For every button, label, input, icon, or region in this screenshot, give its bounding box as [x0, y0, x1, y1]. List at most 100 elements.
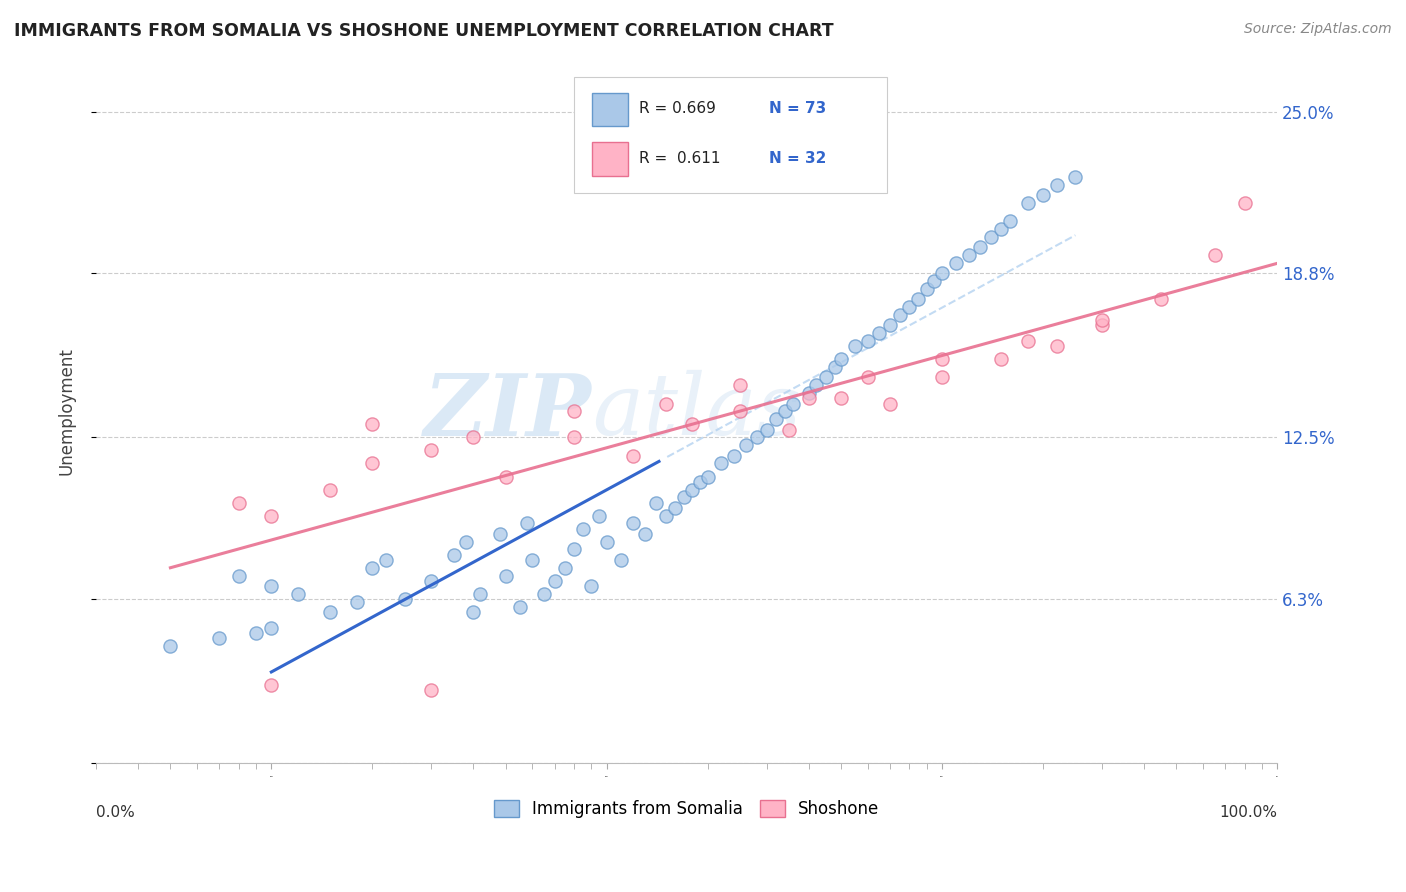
Point: [980, 229, 1002, 244]
Point: [1150, 293, 1173, 307]
Point: [1017, 195, 1039, 210]
Point: [765, 412, 787, 426]
Point: [588, 508, 610, 523]
Point: [898, 300, 921, 314]
FancyBboxPatch shape: [592, 142, 627, 176]
Point: [621, 449, 644, 463]
Point: [463, 605, 485, 619]
Point: [728, 404, 751, 418]
Point: [1046, 339, 1069, 353]
Point: [375, 553, 398, 567]
Point: [509, 599, 531, 614]
Point: [745, 430, 768, 444]
Point: [755, 423, 778, 437]
Point: [681, 417, 703, 432]
Point: [488, 526, 510, 541]
Point: [420, 683, 443, 698]
Point: [879, 396, 901, 410]
Point: [443, 548, 465, 562]
Text: R =  0.611: R = 0.611: [640, 151, 721, 166]
Point: [420, 443, 443, 458]
Point: [562, 430, 585, 444]
Point: [689, 475, 711, 489]
Point: [1064, 169, 1087, 184]
Point: [208, 631, 231, 645]
Point: [907, 293, 929, 307]
Point: [634, 526, 657, 541]
Point: [990, 222, 1012, 236]
FancyBboxPatch shape: [575, 78, 887, 194]
Point: [361, 417, 384, 432]
Point: [879, 318, 901, 333]
Point: [245, 625, 267, 640]
Point: [830, 392, 852, 406]
Point: [562, 542, 585, 557]
Point: [969, 240, 991, 254]
Point: [463, 430, 485, 444]
Point: [797, 386, 820, 401]
Point: [319, 605, 342, 619]
Text: Source: ZipAtlas.com: Source: ZipAtlas.com: [1244, 22, 1392, 37]
Point: [287, 587, 309, 601]
Point: [522, 553, 544, 567]
Point: [454, 534, 477, 549]
Point: [844, 339, 866, 353]
Point: [495, 568, 517, 582]
Point: [644, 495, 666, 509]
Point: [728, 378, 751, 392]
Point: [260, 621, 283, 635]
Point: [533, 587, 555, 601]
Point: [562, 404, 585, 418]
Point: [621, 516, 644, 531]
Point: [931, 370, 953, 384]
Point: [710, 457, 733, 471]
Point: [931, 352, 953, 367]
Point: [595, 534, 617, 549]
Point: [830, 352, 852, 367]
Text: atlas: atlas: [592, 370, 801, 453]
Point: [664, 500, 686, 515]
Point: [1032, 188, 1054, 202]
Point: [931, 266, 953, 280]
Point: [654, 396, 676, 410]
Point: [889, 308, 911, 322]
Point: [824, 360, 846, 375]
Point: [260, 579, 283, 593]
Text: N = 32: N = 32: [769, 151, 827, 166]
Text: IMMIGRANTS FROM SOMALIA VS SHOSHONE UNEMPLOYMENT CORRELATION CHART: IMMIGRANTS FROM SOMALIA VS SHOSHONE UNEM…: [14, 22, 834, 40]
Point: [1046, 178, 1069, 192]
Text: N = 73: N = 73: [769, 102, 827, 116]
Point: [394, 591, 416, 606]
Point: [544, 574, 567, 588]
Point: [797, 392, 820, 406]
Point: [581, 579, 603, 593]
Point: [782, 396, 804, 410]
Point: [957, 248, 980, 262]
FancyBboxPatch shape: [592, 93, 627, 127]
Point: [915, 282, 938, 296]
Point: [420, 574, 443, 588]
Point: [361, 560, 384, 574]
Point: [260, 508, 283, 523]
Point: [159, 639, 181, 653]
Point: [1091, 318, 1114, 333]
Point: [572, 522, 595, 536]
Point: [723, 449, 745, 463]
Text: R = 0.669: R = 0.669: [640, 102, 716, 116]
Point: [804, 378, 827, 392]
Point: [516, 516, 538, 531]
Point: [1017, 334, 1039, 348]
Point: [1233, 195, 1256, 210]
Point: [734, 438, 756, 452]
Text: 100.0%: 100.0%: [1219, 805, 1277, 821]
Point: [681, 483, 703, 497]
Y-axis label: Unemployment: Unemployment: [58, 347, 75, 475]
Point: [990, 352, 1012, 367]
Point: [654, 508, 676, 523]
Point: [346, 594, 368, 608]
Point: [856, 370, 879, 384]
Point: [696, 469, 718, 483]
Point: [495, 469, 517, 483]
Point: [773, 404, 796, 418]
Point: [1000, 214, 1022, 228]
